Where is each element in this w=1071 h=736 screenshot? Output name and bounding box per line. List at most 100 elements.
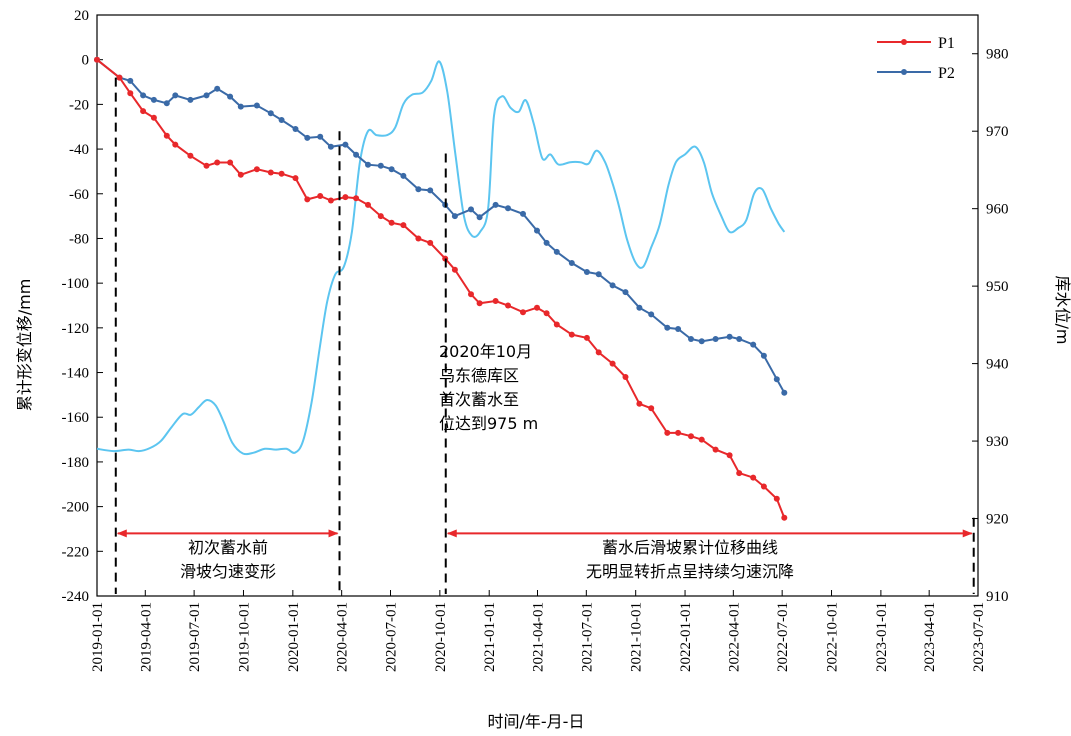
data-point-p2 [568, 260, 575, 266]
data-point-p2 [736, 336, 743, 342]
impoundment-note-line: 位达到975 m [439, 414, 538, 433]
legend-label-p2: P2 [938, 65, 955, 82]
data-point-p1 [534, 304, 540, 311]
data-point-p1 [292, 175, 299, 182]
y-right-tick-label: 980 [986, 47, 1009, 63]
data-point-p2 [388, 166, 395, 173]
data-point-p1 [648, 405, 655, 412]
data-point-p1 [278, 170, 285, 177]
data-point-p2 [476, 214, 483, 221]
data-point-p2 [342, 141, 349, 148]
data-point-p2 [172, 92, 179, 99]
data-point-p1 [750, 474, 757, 481]
after-impoundment-label: 蓄水后滑坡累计位移曲线 无明显转折点呈持续匀速沉降 [586, 538, 794, 581]
legend-marker-p2 [901, 69, 907, 75]
x-tick-label: 2021-01-01 [482, 602, 498, 672]
data-point-p2 [127, 77, 134, 84]
data-point-p2 [698, 338, 705, 345]
data-point-p2 [227, 93, 234, 100]
data-point-p1 [203, 162, 210, 169]
data-point-p1 [492, 298, 499, 304]
data-point-p1 [327, 197, 334, 204]
x-tick-label: 2020-01-01 [286, 602, 302, 672]
data-point-p1 [116, 74, 123, 81]
x-tick-label: 2022-01-01 [678, 602, 694, 672]
data-point-p2 [543, 239, 550, 246]
y-right-tick-label: 970 [986, 124, 1009, 140]
data-point-p1 [595, 349, 602, 356]
data-point-p1 [698, 436, 705, 443]
impoundment-note: 2020年10月 乌东德库区 首次蓄水至 位达到975 m [439, 342, 538, 433]
data-point-p1 [365, 201, 371, 208]
data-point-p1 [304, 196, 311, 203]
data-point-p2 [505, 205, 511, 212]
data-point-p1 [163, 132, 170, 139]
y-right-tick-label: 930 [986, 434, 1009, 450]
data-point-p1 [427, 239, 434, 246]
data-point-p2 [365, 161, 371, 168]
data-point-p2 [648, 311, 655, 318]
y-right-tick-label: 940 [986, 357, 1009, 373]
data-point-p1 [468, 291, 474, 298]
data-point-p1 [520, 309, 526, 316]
y-left-tick-label: -220 [62, 544, 90, 560]
data-point-p1 [377, 213, 384, 220]
x-tick-label: 2021-04-01 [531, 602, 547, 672]
data-point-p1 [568, 331, 575, 338]
data-point-p2 [468, 206, 474, 213]
data-point-p1 [712, 446, 719, 453]
legend: P1 P2 [877, 35, 955, 82]
y-left-tick-label: -80 [69, 231, 89, 247]
x-tick-label: 2020-10-01 [433, 602, 449, 672]
y-axis-title-left: 累计形变位移/mm [15, 279, 34, 412]
y-right-tick-label: 950 [986, 279, 1009, 295]
after-label-line: 蓄水后滑坡累计位移曲线 [602, 538, 778, 557]
data-point-p1 [636, 400, 643, 407]
data-point-p2 [583, 269, 590, 275]
y-axis-title-right: 库水位/m [1053, 276, 1071, 345]
y-left-tick-label: -160 [62, 410, 90, 426]
data-point-p2 [781, 389, 788, 396]
x-tick-label: 2019-10-01 [236, 602, 252, 672]
data-point-p1 [675, 429, 682, 436]
data-point-p2 [750, 341, 757, 348]
data-point-p2 [622, 289, 629, 296]
before-label-line: 初次蓄水前 [188, 538, 268, 557]
data-point-p1 [451, 266, 458, 273]
data-point-p1 [214, 159, 221, 166]
data-point-p2 [595, 271, 602, 278]
x-tick-label: 2020-04-01 [335, 602, 351, 672]
data-point-p1 [781, 514, 788, 521]
x-tick-label: 2022-10-01 [825, 602, 841, 672]
y-left-tick-label: -240 [62, 589, 90, 605]
data-point-p1 [127, 90, 134, 97]
y-left-tick-label: 0 [82, 53, 90, 69]
series-line-p1 [96, 58, 786, 519]
data-point-p2 [492, 201, 499, 208]
x-tick-label: 2019-07-01 [187, 602, 203, 672]
data-point-p1 [172, 141, 179, 148]
data-point-p1 [94, 56, 100, 63]
x-tick-label: 2023-04-01 [922, 602, 938, 672]
data-point-p1 [760, 483, 767, 490]
y-left-tick-label: 20 [74, 8, 89, 24]
x-tick-label: 2019-01-01 [90, 602, 106, 672]
x-tick-label: 2021-10-01 [629, 602, 645, 672]
data-point-p1 [543, 310, 550, 317]
y-left-tick-label: -40 [69, 142, 89, 158]
legend-marker-p1 [901, 39, 907, 45]
after-label-line: 无明显转折点呈持续匀速沉降 [586, 562, 794, 581]
data-point-p2 [304, 134, 311, 141]
x-tick-label: 2019-04-01 [138, 602, 154, 672]
data-point-p2 [150, 96, 157, 103]
annotation-layer [114, 77, 975, 594]
data-point-p1 [476, 300, 483, 307]
series-line-water-level [96, 60, 786, 456]
data-point-p2 [214, 85, 221, 92]
y-left-tick-label: -200 [62, 500, 90, 516]
y-right-tick-label: 910 [986, 589, 1009, 605]
x-tick-label: 2023-07-01 [971, 602, 987, 672]
data-point-p1 [227, 159, 234, 166]
data-point-p1 [353, 195, 360, 202]
